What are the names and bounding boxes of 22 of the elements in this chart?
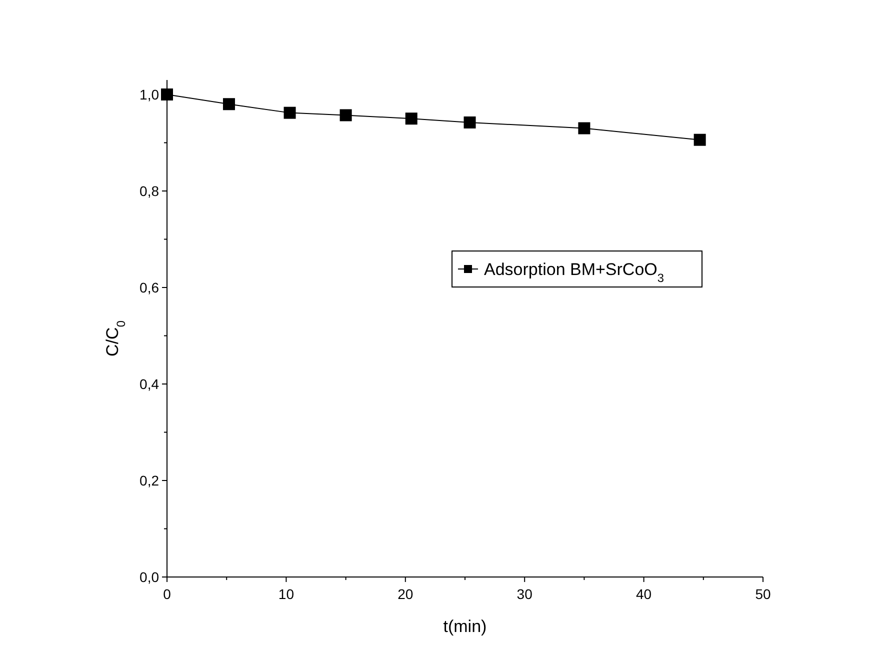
point xyxy=(161,88,173,100)
y-tick-label: 0,4 xyxy=(140,376,160,392)
legend-label: Adsorption BM+SrCoO$_{3}$ xyxy=(484,260,664,285)
point xyxy=(222,98,235,110)
x-tick-label: 50 xyxy=(755,586,771,602)
point xyxy=(464,116,476,128)
point xyxy=(340,109,352,122)
x-tick-label: 20 xyxy=(398,586,414,602)
y-tick-label: 0,0 xyxy=(140,569,160,585)
y-tick-label: 1,0 xyxy=(140,86,160,102)
y-tick-label: 0,2 xyxy=(140,472,160,488)
point xyxy=(694,134,706,146)
y-tick-label: 0,6 xyxy=(140,279,160,296)
x-tick-label: 10 xyxy=(278,586,294,602)
point xyxy=(284,106,296,119)
point xyxy=(405,112,418,125)
x-tick-label: 30 xyxy=(516,586,533,602)
x-tick-label: 40 xyxy=(636,586,652,602)
x-axis-title: t(min) xyxy=(443,617,487,636)
y-tick-label: 0,8 xyxy=(140,182,160,199)
x-tick-label: 0 xyxy=(163,586,172,602)
point xyxy=(578,122,590,134)
